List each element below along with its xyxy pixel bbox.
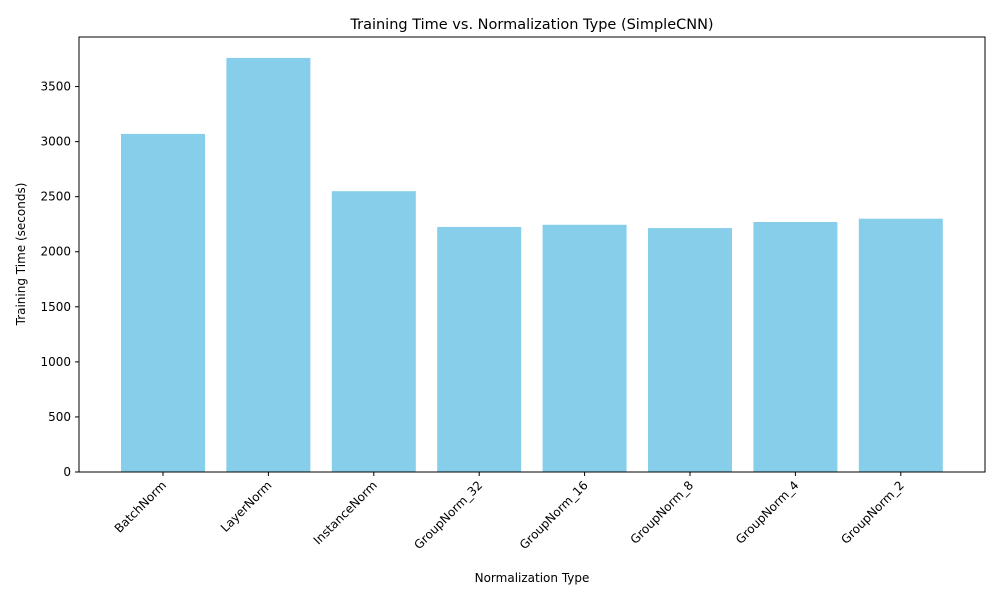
y-tick-label: 2000 xyxy=(40,245,71,259)
bar-groupnorm-16 xyxy=(542,224,627,472)
x-tick-label: InstanceNorm xyxy=(311,478,380,547)
y-tick-label: 0 xyxy=(63,465,71,479)
bar-layernorm xyxy=(226,57,311,473)
x-axis-label: Normalization Type xyxy=(475,571,590,585)
chart-title: Training Time vs. Normalization Type (Si… xyxy=(349,17,713,33)
y-tick-label: 3500 xyxy=(40,80,71,94)
x-axis: BatchNorm LayerNorm InstanceNorm GroupNorm_… xyxy=(112,472,907,552)
y-tick-label: 3000 xyxy=(40,135,71,149)
x-tick-label: GroupNorm_16 xyxy=(517,478,591,552)
y-tick-label: 1000 xyxy=(40,355,71,369)
x-tick-label: GroupNorm_8 xyxy=(628,478,697,547)
y-tick-label: 500 xyxy=(48,410,71,424)
plot-frame xyxy=(78,36,986,473)
y-axis-label: Training Time (seconds) xyxy=(14,183,28,327)
y-axis: 0 500 1000 1500 2000 2500 3000 3500 xyxy=(40,80,79,479)
x-tick-label: LayerNorm xyxy=(218,478,275,535)
y-tick-label: 2500 xyxy=(40,190,71,204)
x-tick-label: GroupNorm_4 xyxy=(733,478,802,547)
y-tick-label: 1500 xyxy=(40,300,71,314)
x-tick-label: GroupNorm_2 xyxy=(838,478,907,547)
bar-groupnorm-2 xyxy=(858,218,943,472)
bar-batchnorm xyxy=(121,133,205,473)
bars-group xyxy=(121,57,943,473)
bar-groupnorm-32 xyxy=(437,226,522,472)
bar-groupnorm-4 xyxy=(753,222,838,472)
bar-groupnorm-8 xyxy=(648,228,732,472)
bar-instancenorm xyxy=(331,191,416,472)
x-tick-label: GroupNorm_32 xyxy=(411,478,485,552)
x-tick-label: BatchNorm xyxy=(112,478,169,535)
